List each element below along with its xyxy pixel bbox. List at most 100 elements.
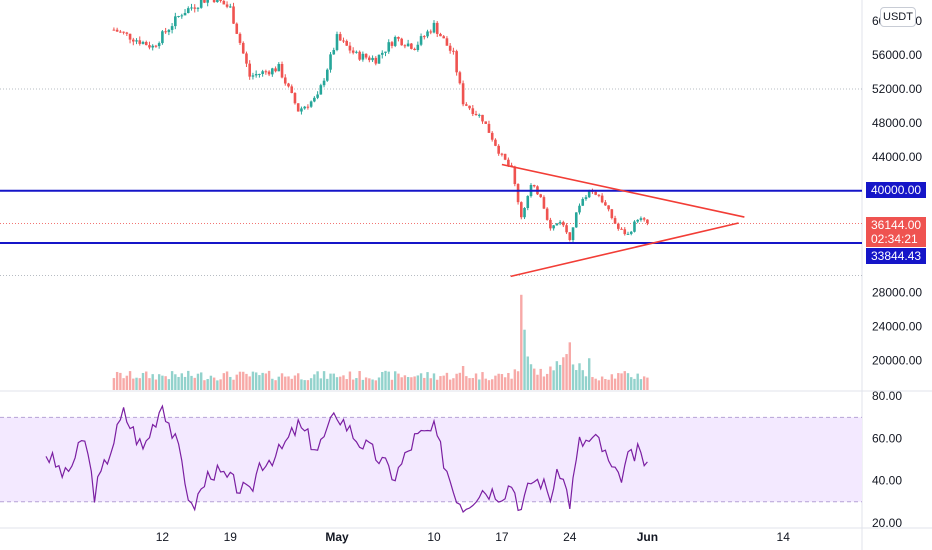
volume-bar <box>481 372 484 390</box>
candle-body <box>390 42 394 46</box>
volume-bar <box>183 376 187 390</box>
volume-bar <box>448 379 452 390</box>
volume-bar <box>410 377 413 390</box>
candle-body <box>316 94 319 98</box>
volume-bar <box>468 378 471 390</box>
candle-body <box>235 23 239 34</box>
candle-body <box>484 121 488 124</box>
volume-bar <box>196 373 200 390</box>
volume-bar <box>351 379 355 390</box>
current-price-badge: 36144.00 <box>866 217 926 233</box>
rsi-tick-label: 20.00 <box>872 516 902 530</box>
volume-bar <box>620 373 623 390</box>
candle-body <box>180 15 184 17</box>
volume-bar <box>516 371 520 390</box>
volume-bar <box>436 379 439 390</box>
candle-body <box>629 231 633 234</box>
volume-bar <box>394 371 397 390</box>
volume-bar <box>364 377 368 390</box>
volume-bar <box>290 378 293 390</box>
volume-bar <box>193 377 196 390</box>
volume-bar <box>484 378 487 390</box>
volume-bar <box>533 368 536 390</box>
volume-bar <box>400 377 403 390</box>
candle-body <box>403 45 407 47</box>
triangle-pattern[interactable] <box>501 163 745 278</box>
volume-bar <box>452 378 455 390</box>
volume-bar <box>413 376 416 390</box>
candle-body <box>397 36 400 39</box>
volume-bar <box>280 373 284 390</box>
volume-bar <box>578 363 581 390</box>
candle-body <box>432 22 436 33</box>
candle-body <box>306 106 310 108</box>
volume-bar <box>329 373 332 390</box>
candle-body <box>442 36 445 39</box>
candle-body <box>604 202 607 206</box>
candle-body <box>206 0 209 3</box>
candle-body <box>300 108 303 112</box>
volume-bar <box>510 378 513 390</box>
candle-body <box>303 106 306 109</box>
candle-body <box>633 221 636 232</box>
candle-body <box>562 222 565 226</box>
volume-bar <box>222 373 226 390</box>
candle-body <box>232 6 235 24</box>
candle-body <box>164 31 167 33</box>
horizontal-levels[interactable] <box>0 189 862 244</box>
price-tick-label: 20000.00 <box>872 353 922 367</box>
volume-bar <box>604 379 607 390</box>
volume-bar <box>630 377 633 390</box>
volume-bar <box>426 372 429 390</box>
candle-body <box>542 197 546 209</box>
candle-body <box>639 218 643 220</box>
candle-body <box>555 223 559 226</box>
volume-bar <box>423 377 426 390</box>
candle-body <box>600 195 604 203</box>
volume-bar <box>600 376 604 390</box>
candle-body <box>532 184 536 187</box>
candle-body <box>112 29 116 31</box>
candle-body <box>581 199 585 206</box>
rsi-tick-label: 80.00 <box>872 389 902 403</box>
volume-bar <box>164 376 167 390</box>
candle-body <box>128 33 132 40</box>
candle-body <box>419 36 423 45</box>
time-tick-label: 19 <box>224 530 238 544</box>
volume-bar <box>148 378 151 390</box>
volume-bar <box>565 354 568 390</box>
volume-bar <box>368 378 371 390</box>
candle-body <box>287 83 290 87</box>
volume-bar <box>229 376 232 390</box>
price-axis[interactable]: 20000.00 24000.00 28000.00 44000.00 48000.00… <box>872 14 922 530</box>
volume-bar <box>507 372 510 390</box>
volume-bar <box>377 377 381 390</box>
volume-bar <box>558 364 562 390</box>
candle-body <box>374 57 378 64</box>
volume-bar <box>384 370 387 390</box>
candle-body <box>646 219 649 224</box>
volume-bar <box>319 378 323 390</box>
volume-bar <box>497 373 500 390</box>
candle-body <box>597 194 601 196</box>
candlesticks <box>112 0 649 242</box>
time-axis[interactable]: 12 19 May 10 17 24 Jun 14 <box>156 530 790 544</box>
volume-bar <box>238 371 242 390</box>
volume-bar <box>264 373 268 390</box>
candle-body <box>393 36 397 46</box>
currency-button[interactable]: USDT <box>880 7 916 27</box>
volume-bar <box>332 373 335 390</box>
volume-bar <box>287 376 290 390</box>
volume-bar <box>316 371 319 390</box>
candle-body <box>477 114 481 116</box>
volume-bar <box>154 379 158 390</box>
volume-bar <box>387 371 390 390</box>
volume-bar <box>581 370 584 390</box>
candle-body <box>358 51 361 60</box>
candle-body <box>423 36 426 38</box>
volume-bar <box>439 376 442 390</box>
time-tick-label: 10 <box>427 530 441 544</box>
volume-bar <box>297 373 300 390</box>
candle-body <box>610 209 614 219</box>
